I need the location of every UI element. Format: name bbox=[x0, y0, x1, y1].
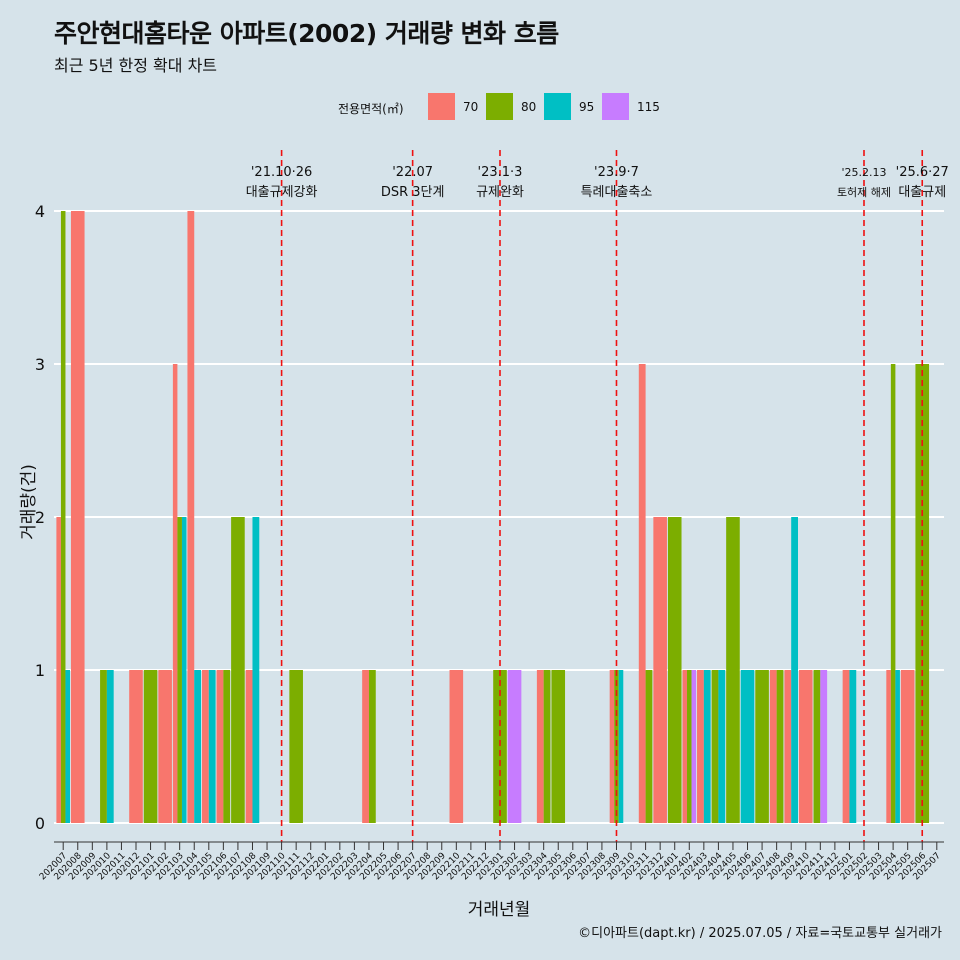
bar-70-202210 bbox=[449, 670, 464, 823]
bar-80-202007 bbox=[60, 211, 66, 823]
bar-95-202409 bbox=[791, 517, 798, 823]
event-date-label: '23.9·7 bbox=[594, 165, 639, 180]
bar-80-202401 bbox=[667, 517, 682, 823]
bar-95-202501 bbox=[849, 670, 857, 823]
legend-label-95: 95 bbox=[579, 100, 595, 114]
event-desc-label: 대출규제강화 bbox=[246, 185, 318, 200]
bar-80-202311 bbox=[645, 670, 653, 823]
bar-70-202309 bbox=[609, 670, 615, 823]
bar-70-202104 bbox=[187, 211, 195, 823]
bar-70-202505 bbox=[900, 670, 915, 823]
bar-70-202105 bbox=[202, 670, 209, 823]
bar-80-202411 bbox=[813, 670, 821, 823]
bar-70-202403 bbox=[697, 670, 704, 823]
bar-70-202409 bbox=[784, 670, 792, 823]
legend-label-70: 70 bbox=[463, 100, 479, 114]
legend-swatch-80 bbox=[486, 93, 513, 120]
bar-70-202504 bbox=[886, 670, 891, 823]
bar-70-202311 bbox=[638, 364, 646, 823]
bar-95-202007 bbox=[65, 670, 70, 823]
bar-80-202407 bbox=[755, 670, 769, 823]
y-tick-label: 0 bbox=[35, 814, 45, 833]
chart-title: 주안현대홈타운 아파트(2002) 거래량 변화 흐름 bbox=[54, 19, 559, 48]
bar-115-202302 bbox=[507, 670, 522, 823]
bar-115-202402 bbox=[691, 670, 697, 823]
bar-70-202304 bbox=[536, 670, 544, 823]
bar-95-202406 bbox=[740, 670, 755, 823]
y-tick-label: 3 bbox=[35, 355, 45, 374]
bar-80-202103 bbox=[177, 517, 182, 823]
bar-80-202405 bbox=[726, 517, 740, 823]
bar-80-202309 bbox=[614, 670, 619, 823]
bar-80-202404 bbox=[711, 670, 719, 823]
legend-swatch-70 bbox=[428, 93, 455, 120]
bar-80-202204 bbox=[368, 670, 376, 823]
event-desc-label: 대출규제 bbox=[898, 185, 946, 200]
legend-swatch-95 bbox=[544, 93, 571, 120]
bar-80-202304 bbox=[543, 670, 551, 823]
event-date-label: '25.2.13 bbox=[841, 166, 886, 179]
bar-70-202312 bbox=[653, 517, 667, 823]
event-date-label: '22.07 bbox=[392, 165, 433, 180]
bar-80-202504 bbox=[890, 364, 896, 823]
bar-95-202108 bbox=[252, 517, 260, 823]
bar-80-202402 bbox=[687, 670, 692, 823]
event-date-label: '23.1·3 bbox=[478, 165, 523, 180]
bar-95-202105 bbox=[208, 670, 216, 823]
bar-80-202111 bbox=[289, 670, 303, 823]
bar-70-202108 bbox=[245, 670, 253, 823]
event-desc-label: 토허제 해제 bbox=[837, 185, 891, 199]
y-tick-label: 4 bbox=[35, 202, 45, 221]
event-date-label: '25.6·27 bbox=[896, 165, 949, 180]
bar-95-202010 bbox=[106, 670, 114, 823]
bar-80-202301 bbox=[493, 670, 507, 823]
bar-70-202008 bbox=[70, 211, 85, 823]
bar-70-202501 bbox=[842, 670, 850, 823]
bar-95-202403 bbox=[703, 670, 711, 823]
bar-95-202504 bbox=[895, 670, 900, 823]
bar-70-202402 bbox=[682, 670, 688, 823]
chart-subtitle: 최근 5년 한정 확대 차트 bbox=[54, 56, 218, 75]
x-axis-title: 거래년월 bbox=[468, 900, 531, 920]
y-tick-label: 2 bbox=[35, 508, 45, 527]
y-tick-label: 1 bbox=[35, 661, 45, 680]
bar-80-202010 bbox=[100, 670, 107, 823]
bar-70-202007 bbox=[56, 517, 61, 823]
bar-95-202404 bbox=[718, 670, 726, 823]
bar-80-202107 bbox=[231, 517, 245, 823]
bar-70-202103 bbox=[172, 364, 178, 823]
bar-95-202104 bbox=[194, 670, 202, 823]
y-axis-title: 거래량(건) bbox=[19, 464, 39, 540]
bar-80-202408 bbox=[776, 670, 784, 823]
legend-label-115: 115 bbox=[637, 100, 660, 114]
bar-80-202101 bbox=[143, 670, 158, 823]
caption: ©디아파트(dapt.kr) / 2025.07.05 / 자료=국토교통부 실… bbox=[578, 926, 942, 941]
legend: 전용면적(㎡) 70 80 95 115 bbox=[0, 92, 960, 122]
bar-70-202102 bbox=[158, 670, 172, 823]
legend-swatch-115 bbox=[602, 93, 629, 120]
bar-70-202106 bbox=[216, 670, 224, 823]
bar-115-202411 bbox=[820, 670, 828, 823]
bar-70-202012 bbox=[129, 670, 143, 823]
bar-80-202106 bbox=[223, 670, 231, 823]
legend-label-80: 80 bbox=[521, 100, 537, 114]
bar-70-202410 bbox=[798, 670, 813, 823]
event-date-label: '21.10·26 bbox=[251, 165, 312, 180]
legend-title: 전용면적(㎡) bbox=[338, 102, 404, 116]
bar-95-202309 bbox=[618, 670, 624, 823]
event-desc-label: 규제완화 bbox=[476, 185, 524, 200]
event-desc-label: DSR 3단계 bbox=[381, 185, 445, 200]
event-desc-label: 특례대출축소 bbox=[581, 185, 653, 200]
bar-80-202305 bbox=[551, 670, 566, 823]
bar-70-202204 bbox=[362, 670, 369, 823]
bar-70-202408 bbox=[769, 670, 777, 823]
bar-95-202103 bbox=[181, 517, 187, 823]
